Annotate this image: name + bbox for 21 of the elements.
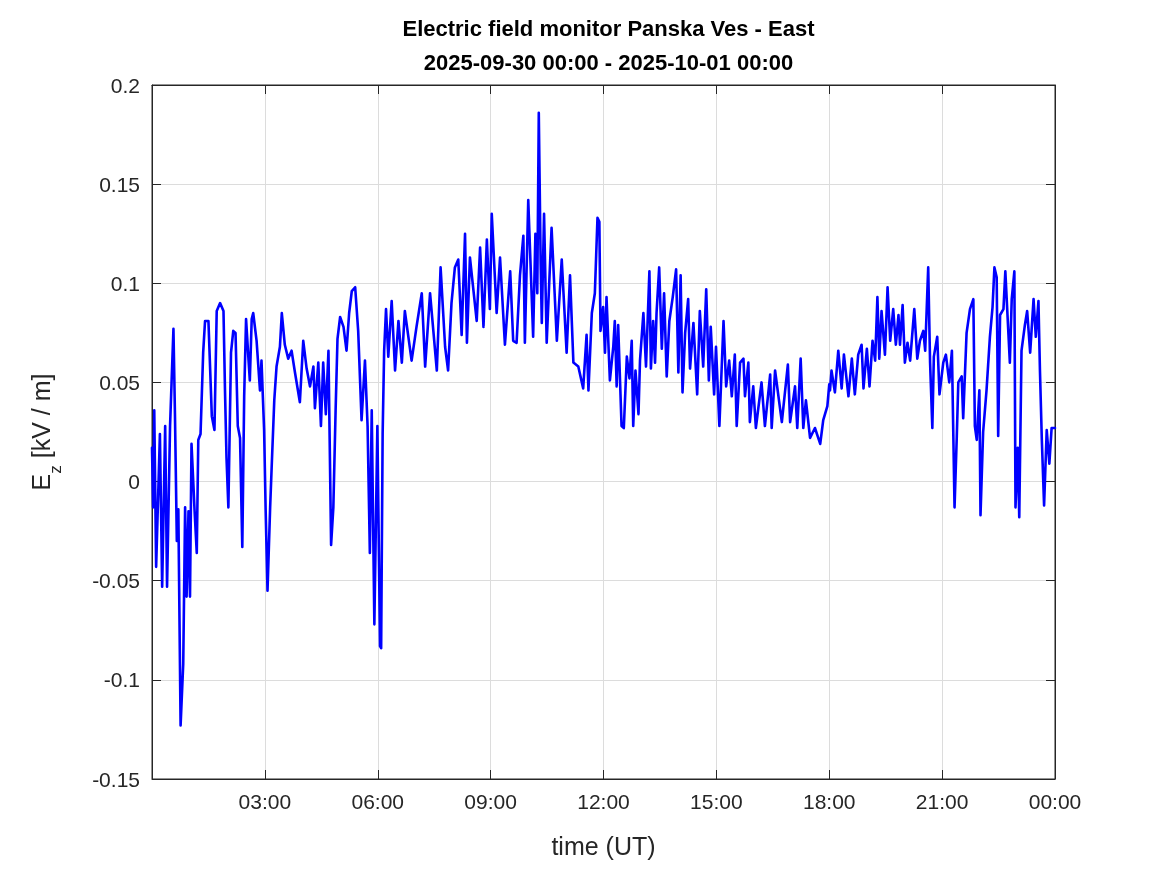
y-tick-label: 0.1: [110, 271, 140, 295]
x-tick-label: 12:00: [577, 790, 630, 813]
y-tick-label: 0.2: [110, 73, 140, 97]
chart-subtitle: 2025-09-30 00:00 - 2025-10-01 00:00: [423, 49, 794, 75]
x-tick-label: 18:00: [802, 790, 856, 813]
y-tick-label: 0: [128, 470, 140, 494]
y-tick-label: -0.15: [92, 767, 140, 791]
x-axis-title: time (UT): [551, 831, 656, 860]
y-tick-label: -0.05: [92, 569, 140, 593]
y-tick-label: 0.05: [99, 370, 140, 394]
x-tick-label: 03:00: [238, 790, 292, 813]
y-tick-label: 0.15: [99, 172, 140, 196]
y-tick-label: -0.1: [103, 668, 140, 692]
chart-title: Electric field monitor Panska Ves - East: [402, 15, 816, 41]
y-axis-title: Ez [kV / m]: [27, 373, 65, 491]
x-tick-label: 15:00: [690, 790, 743, 813]
x-tick-label: 21:00: [915, 790, 969, 813]
x-tick-label: 00:00: [1028, 790, 1082, 813]
x-tick-label: 06:00: [351, 790, 405, 813]
x-tick-label: 09:00: [464, 790, 517, 813]
line-series: [150, 111, 1057, 727]
